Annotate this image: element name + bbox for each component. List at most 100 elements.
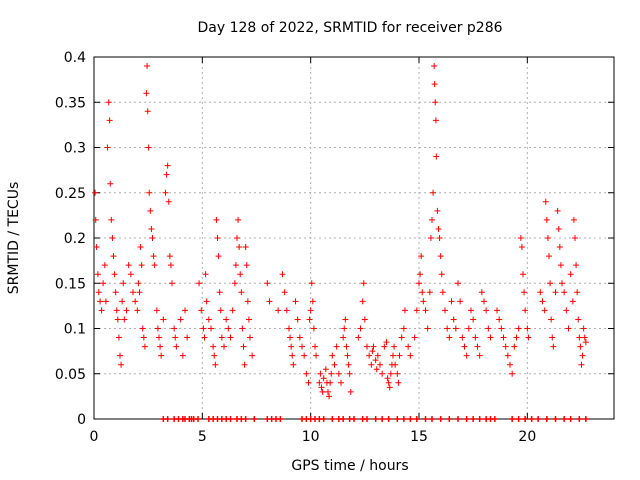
data-point xyxy=(436,235,443,241)
zero-marker xyxy=(463,416,470,422)
data-point xyxy=(341,325,348,332)
data-point xyxy=(430,189,437,196)
zero-marker xyxy=(242,416,249,422)
data-point xyxy=(235,216,242,223)
zero-marker xyxy=(385,416,392,422)
data-point xyxy=(151,262,158,269)
data-point xyxy=(117,352,123,359)
data-point xyxy=(398,334,405,341)
data-point xyxy=(232,262,239,269)
data-point xyxy=(411,334,418,341)
data-point xyxy=(384,375,391,382)
data-point xyxy=(582,339,589,346)
y-tick-label: 0 xyxy=(77,412,86,428)
data-point xyxy=(573,262,580,269)
data-point xyxy=(162,189,169,196)
data-point xyxy=(312,343,318,350)
data-point xyxy=(470,316,477,323)
data-point xyxy=(322,366,329,373)
data-point xyxy=(431,81,438,88)
data-point xyxy=(518,244,525,251)
data-point xyxy=(100,280,107,287)
data-point xyxy=(569,298,576,305)
data-point xyxy=(457,298,464,305)
data-point xyxy=(331,361,338,368)
data-point xyxy=(338,379,344,386)
data-point xyxy=(130,289,136,296)
data-point xyxy=(347,388,354,395)
data-point xyxy=(138,262,145,269)
data-point xyxy=(567,271,574,278)
zero-marker xyxy=(446,416,453,422)
data-point xyxy=(500,334,507,341)
data-point xyxy=(437,253,444,260)
data-point xyxy=(335,370,342,377)
data-point xyxy=(549,334,556,341)
zero-marker xyxy=(379,416,386,422)
zero-marker xyxy=(515,416,522,422)
data-point xyxy=(391,343,398,350)
data-point xyxy=(173,343,180,350)
x-axis-label: GPS time / hours xyxy=(291,458,408,474)
zero-marker xyxy=(227,416,234,422)
data-point xyxy=(455,280,461,287)
data-point xyxy=(574,289,581,296)
data-point xyxy=(112,289,119,296)
data-point xyxy=(223,316,230,323)
data-point xyxy=(369,348,376,355)
data-point xyxy=(147,207,154,214)
y-tick-label: 0.25 xyxy=(55,186,86,202)
data-point xyxy=(525,334,532,341)
data-point xyxy=(225,325,232,332)
data-point xyxy=(143,90,150,97)
data-point xyxy=(216,289,223,296)
data-point xyxy=(459,334,466,341)
data-point xyxy=(572,235,578,241)
data-point xyxy=(211,352,218,359)
data-point xyxy=(580,325,587,332)
data-point xyxy=(556,244,563,251)
data-point xyxy=(520,271,526,278)
data-point xyxy=(439,289,446,296)
data-point xyxy=(327,379,334,386)
data-point xyxy=(483,307,490,314)
data-point xyxy=(342,316,349,323)
data-point xyxy=(125,262,132,269)
data-point xyxy=(94,271,101,278)
data-point xyxy=(575,316,582,323)
data-point xyxy=(210,343,217,350)
data-point xyxy=(416,280,422,287)
data-point xyxy=(485,325,492,332)
data-point xyxy=(313,352,320,359)
data-point xyxy=(517,235,524,241)
zero-marker xyxy=(372,416,379,422)
data-point xyxy=(429,216,435,223)
zero-marker xyxy=(251,416,258,422)
data-point xyxy=(227,334,234,341)
data-point xyxy=(552,289,559,296)
data-point xyxy=(305,379,312,386)
data-point xyxy=(301,352,308,359)
data-point xyxy=(93,244,100,251)
data-point xyxy=(196,280,203,287)
data-point xyxy=(541,307,548,314)
zero-marker xyxy=(476,416,483,422)
zero-marker xyxy=(400,416,407,422)
y-tick-label: 0.35 xyxy=(55,95,86,111)
data-point xyxy=(326,393,333,400)
data-point xyxy=(137,244,144,251)
data-point xyxy=(565,325,572,332)
data-point xyxy=(105,99,112,106)
data-point xyxy=(213,216,220,223)
data-point xyxy=(385,379,392,386)
data-point xyxy=(102,298,109,305)
data-point xyxy=(401,307,408,314)
data-point xyxy=(576,334,583,341)
data-point xyxy=(101,262,108,269)
data-point xyxy=(165,198,172,205)
data-point xyxy=(487,334,494,341)
data-point xyxy=(266,298,273,305)
data-point xyxy=(202,271,209,278)
data-point xyxy=(247,334,253,341)
